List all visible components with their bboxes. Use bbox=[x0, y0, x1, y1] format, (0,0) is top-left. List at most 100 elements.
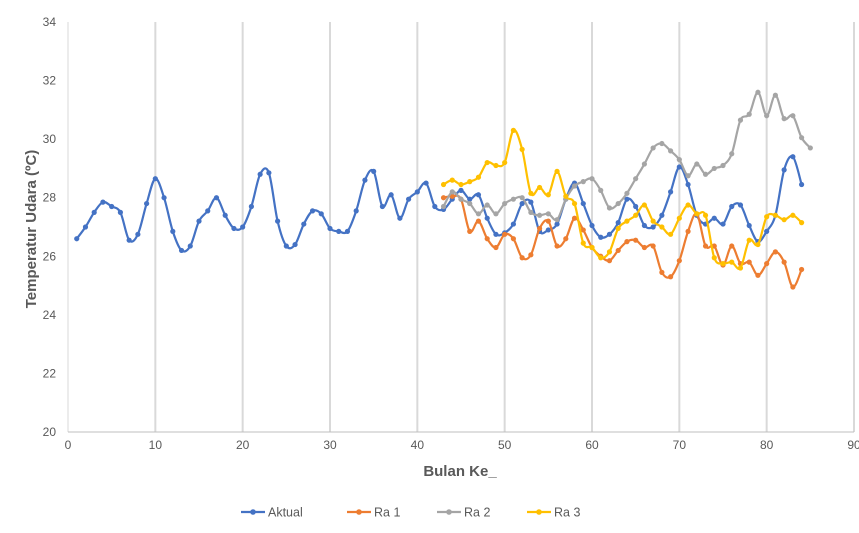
data-point bbox=[135, 231, 141, 237]
data-point bbox=[659, 269, 665, 275]
data-point bbox=[615, 200, 621, 207]
data-point bbox=[781, 167, 787, 173]
data-point bbox=[720, 162, 726, 169]
legend-label: Ra 2 bbox=[464, 506, 490, 520]
data-point bbox=[414, 189, 420, 195]
data-point bbox=[737, 265, 744, 271]
data-point bbox=[668, 274, 674, 280]
x-tick-label: 80 bbox=[760, 438, 774, 452]
data-point bbox=[475, 218, 482, 224]
data-point bbox=[563, 193, 569, 199]
data-point bbox=[554, 221, 560, 227]
data-point bbox=[589, 244, 595, 251]
data-point bbox=[641, 202, 648, 208]
x-tick-label: 40 bbox=[411, 438, 425, 452]
data-point bbox=[781, 217, 787, 223]
data-point bbox=[554, 168, 560, 174]
data-point bbox=[580, 227, 586, 233]
data-point bbox=[589, 222, 595, 229]
data-point bbox=[344, 228, 351, 234]
y-tick-label: 30 bbox=[43, 132, 57, 146]
data-point bbox=[222, 212, 228, 218]
data-point bbox=[283, 243, 289, 249]
data-point bbox=[231, 225, 237, 232]
data-point bbox=[432, 203, 438, 210]
y-tick-label: 34 bbox=[43, 15, 57, 29]
data-point bbox=[379, 203, 385, 210]
x-tick-label: 0 bbox=[65, 438, 72, 452]
data-point bbox=[633, 212, 639, 218]
data-point bbox=[161, 195, 167, 201]
data-point bbox=[606, 249, 613, 255]
data-point bbox=[467, 228, 473, 234]
data-point bbox=[790, 154, 796, 160]
data-point bbox=[685, 202, 691, 208]
data-point bbox=[772, 92, 779, 98]
data-point bbox=[755, 272, 761, 278]
data-point bbox=[528, 199, 534, 205]
data-point bbox=[519, 255, 525, 261]
data-point bbox=[746, 111, 752, 117]
data-point bbox=[772, 249, 779, 255]
data-point bbox=[528, 252, 534, 258]
data-point bbox=[729, 259, 735, 265]
data-point bbox=[694, 211, 700, 217]
data-point bbox=[746, 222, 752, 229]
data-point bbox=[519, 146, 525, 152]
data-point bbox=[440, 195, 447, 201]
data-point bbox=[502, 231, 508, 237]
data-point bbox=[292, 241, 298, 248]
data-point bbox=[641, 244, 648, 251]
data-point bbox=[484, 202, 490, 208]
data-point bbox=[571, 183, 578, 189]
data-point bbox=[475, 211, 482, 217]
data-point bbox=[240, 224, 246, 230]
data-point bbox=[545, 211, 551, 217]
data-point bbox=[702, 171, 709, 177]
data-point bbox=[440, 203, 447, 210]
x-tick-label: 90 bbox=[847, 438, 859, 452]
legend-item: Ra 1 bbox=[347, 506, 400, 520]
y-tick-label: 32 bbox=[43, 74, 57, 88]
data-point bbox=[571, 200, 578, 207]
data-point bbox=[799, 220, 805, 226]
legend-item: Ra 3 bbox=[527, 506, 580, 520]
data-point bbox=[537, 184, 543, 191]
data-point bbox=[484, 215, 490, 221]
data-point bbox=[100, 199, 106, 205]
data-point bbox=[668, 231, 674, 237]
data-point bbox=[641, 161, 648, 167]
x-tick-label: 10 bbox=[149, 438, 163, 452]
data-point bbox=[633, 176, 639, 182]
axes: 0 10 20 30 40 50 60 70 80 90 20 22 24 26 28 30 32 34 bbox=[43, 15, 859, 452]
data-point bbox=[676, 157, 682, 163]
data-point bbox=[519, 200, 525, 207]
legend-label: Aktual bbox=[268, 506, 303, 520]
data-point bbox=[650, 145, 656, 151]
data-point bbox=[615, 220, 621, 226]
data-point bbox=[650, 243, 656, 249]
data-point bbox=[764, 228, 770, 234]
data-point bbox=[624, 239, 630, 245]
data-point bbox=[729, 151, 735, 157]
y-tick-label: 22 bbox=[43, 366, 57, 380]
data-point bbox=[275, 218, 281, 224]
data-point bbox=[650, 218, 656, 224]
data-point bbox=[91, 209, 97, 215]
data-point bbox=[484, 159, 490, 166]
data-point bbox=[711, 215, 717, 221]
legend-label: Ra 3 bbox=[554, 506, 580, 520]
data-point bbox=[668, 189, 674, 195]
data-point bbox=[458, 187, 464, 193]
data-point bbox=[458, 181, 464, 188]
y-tick-label: 28 bbox=[43, 191, 57, 205]
data-point bbox=[318, 211, 324, 217]
x-tick-label: 70 bbox=[673, 438, 687, 452]
data-point bbox=[545, 192, 551, 198]
data-point bbox=[170, 228, 176, 234]
legend-swatch-marker bbox=[536, 509, 542, 515]
data-point bbox=[764, 214, 770, 220]
data-point bbox=[309, 208, 316, 214]
data-point bbox=[772, 212, 779, 218]
data-point bbox=[493, 244, 499, 251]
